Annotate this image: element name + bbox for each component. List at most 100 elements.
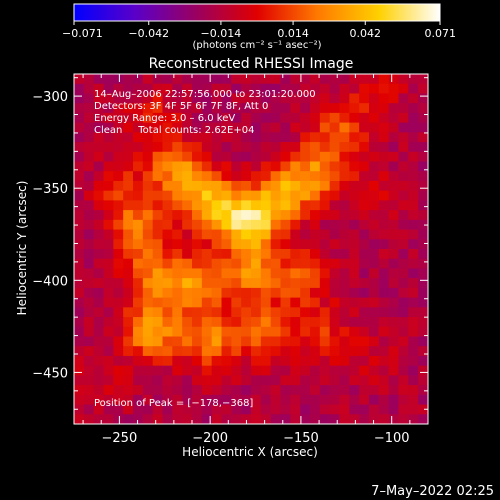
heatmap-cell <box>192 346 203 357</box>
heatmap-cell <box>231 229 242 240</box>
heatmap-cell <box>192 112 203 124</box>
heatmap-cell <box>172 346 183 357</box>
heatmap-cell <box>152 200 164 211</box>
heatmap-cell <box>280 103 291 114</box>
heatmap-cell <box>280 151 291 163</box>
heatmap-cell <box>418 336 428 347</box>
heatmap-cell <box>142 180 154 192</box>
heatmap-cell <box>319 74 331 85</box>
heatmap-cell <box>231 414 242 424</box>
heatmap-cell <box>162 355 173 367</box>
heatmap-cell <box>241 103 252 114</box>
heatmap-cell <box>93 239 105 250</box>
heatmap-cell <box>408 132 419 143</box>
heatmap-cell <box>310 132 321 143</box>
heatmap-cell <box>251 83 262 95</box>
heatmap-cell <box>378 122 390 133</box>
heatmap-cell <box>408 258 419 270</box>
heatmap-cell <box>359 414 370 424</box>
heatmap-cell <box>201 355 213 367</box>
heatmap-cell <box>388 229 400 240</box>
heatmap-cell <box>339 385 350 396</box>
heatmap-cell <box>123 385 134 396</box>
heatmap-cell <box>221 375 232 386</box>
heatmap-cell <box>398 122 409 133</box>
heatmap-cell <box>329 122 341 133</box>
heatmap-cell <box>300 326 311 338</box>
heatmap-cell <box>231 249 242 260</box>
heatmap-cell <box>388 297 400 308</box>
heatmap-cell <box>74 83 85 95</box>
heatmap-cell <box>182 336 193 347</box>
plot-frame <box>73 73 429 425</box>
heatmap-cell <box>113 404 124 415</box>
heatmap-cell <box>142 287 154 299</box>
heatmap-cell <box>388 326 400 338</box>
heatmap-cell <box>378 74 390 85</box>
heatmap-cell <box>319 219 331 231</box>
heatmap-cell <box>74 122 85 133</box>
heatmap-cell <box>251 317 262 328</box>
heatmap-cell <box>270 414 282 424</box>
heatmap-cell <box>142 326 154 338</box>
heatmap-cell <box>201 142 213 153</box>
heatmap-cell <box>221 307 232 318</box>
heatmap-cell <box>398 161 409 172</box>
heatmap-cell <box>142 336 154 347</box>
heatmap-cell <box>378 268 390 279</box>
heatmap-cell <box>123 249 134 260</box>
heatmap-cell <box>142 239 154 250</box>
heatmap-cell <box>182 93 193 104</box>
heatmap-cell <box>192 365 203 376</box>
heatmap-cell <box>300 365 311 376</box>
heatmap-cell <box>290 307 301 318</box>
heatmap-cell <box>231 375 242 386</box>
heatmap-cell <box>192 404 203 415</box>
heatmap-cell <box>133 278 144 289</box>
heatmap-cell <box>260 404 272 415</box>
heatmap-cell <box>133 385 144 396</box>
heatmap-cell <box>270 190 282 201</box>
heatmap-cell <box>329 180 341 192</box>
heatmap-cell <box>329 142 341 153</box>
heatmap-cell <box>103 171 114 182</box>
heatmap-cell <box>398 394 409 406</box>
heatmap-cell <box>74 219 85 231</box>
heatmap-cell <box>339 346 350 357</box>
heatmap-cell <box>201 394 213 406</box>
heatmap-cell <box>319 142 331 153</box>
heatmap-cell <box>349 297 360 308</box>
heatmap-cell <box>113 171 124 182</box>
heatmap-cell <box>123 210 134 221</box>
heatmap-cell <box>339 414 350 424</box>
heatmap-cell <box>103 190 114 201</box>
heatmap-cell <box>280 112 291 124</box>
heatmap-cell <box>378 151 390 163</box>
heatmap-cell <box>211 355 223 367</box>
heatmap-cell <box>211 317 223 328</box>
heatmap-cell <box>408 74 419 85</box>
heatmap-cell <box>398 317 409 328</box>
heatmap-cell <box>162 375 173 386</box>
heatmap-cell <box>231 239 242 250</box>
heatmap-cell <box>93 307 105 318</box>
heatmap-cell <box>231 200 242 211</box>
heatmap-cell <box>270 268 282 279</box>
heatmap-cell <box>270 112 282 124</box>
heatmap-cell <box>339 103 350 114</box>
heatmap-cell <box>172 219 183 231</box>
heatmap-cell <box>408 219 419 231</box>
heatmap-cell <box>260 326 272 338</box>
heatmap-cell <box>83 307 95 318</box>
heatmap-cell <box>260 278 272 289</box>
heatmap-cell <box>241 112 252 124</box>
heatmap-cell <box>241 210 252 221</box>
heatmap-cell <box>270 219 282 231</box>
heatmap-cell <box>300 190 311 201</box>
heatmap-cell <box>398 336 409 347</box>
heatmap-cell <box>251 112 262 124</box>
heatmap-cell <box>123 200 134 211</box>
heatmap-cell <box>319 355 331 367</box>
heatmap-cell <box>339 200 350 211</box>
heatmap-cell <box>319 287 331 299</box>
